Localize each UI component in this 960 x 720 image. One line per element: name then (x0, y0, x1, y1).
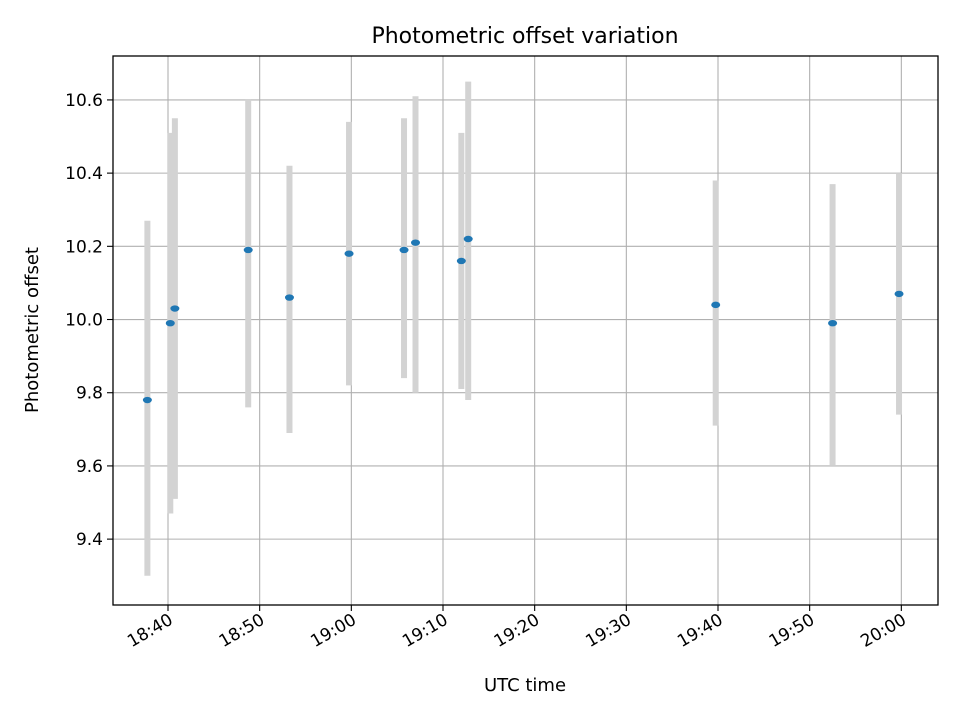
x-tick-label: 19:30 (582, 610, 634, 652)
data-point (284, 294, 294, 301)
y-axis-label: Photometric offset (22, 247, 43, 413)
x-tick-label: 19:50 (766, 610, 818, 652)
data-point (170, 305, 180, 312)
data-point (463, 235, 473, 243)
x-tick-label: 18:40 (124, 610, 176, 652)
chart-title: Photometric offset variation (371, 24, 678, 49)
data-point (828, 319, 838, 327)
data-point (243, 246, 253, 254)
x-tick-label: 20:00 (857, 610, 909, 652)
axis-ticks: 18:40 18:50 19:00 19:10 19:20 19:30 19:40 19:50… (65, 91, 910, 652)
x-tick-label: 19:10 (399, 610, 451, 652)
y-tick-label: 10.2 (65, 237, 103, 257)
data-point (456, 257, 466, 265)
data-point (344, 250, 354, 257)
y-tick-label: 10.6 (65, 91, 103, 111)
data-point (711, 301, 721, 309)
y-tick-label: 10.0 (65, 311, 103, 331)
x-tick-label: 19:40 (674, 610, 726, 652)
y-tick-label: 9.6 (76, 457, 103, 477)
y-tick-label: 10.4 (65, 164, 103, 184)
data-point (894, 290, 904, 298)
x-tick-label: 19:20 (491, 610, 543, 652)
grid (113, 56, 938, 605)
y-tick-label: 9.8 (76, 384, 103, 404)
x-tick-label: 19:00 (307, 610, 359, 652)
data-point (411, 239, 420, 246)
data-points (142, 235, 904, 404)
data-point (142, 396, 152, 404)
x-tick-label: 18:50 (216, 610, 268, 652)
y-tick-label: 9.4 (76, 530, 103, 550)
data-point (399, 246, 409, 254)
plot-frame (112, 55, 939, 606)
x-axis-label: UTC time (484, 675, 566, 696)
data-point (165, 319, 175, 327)
